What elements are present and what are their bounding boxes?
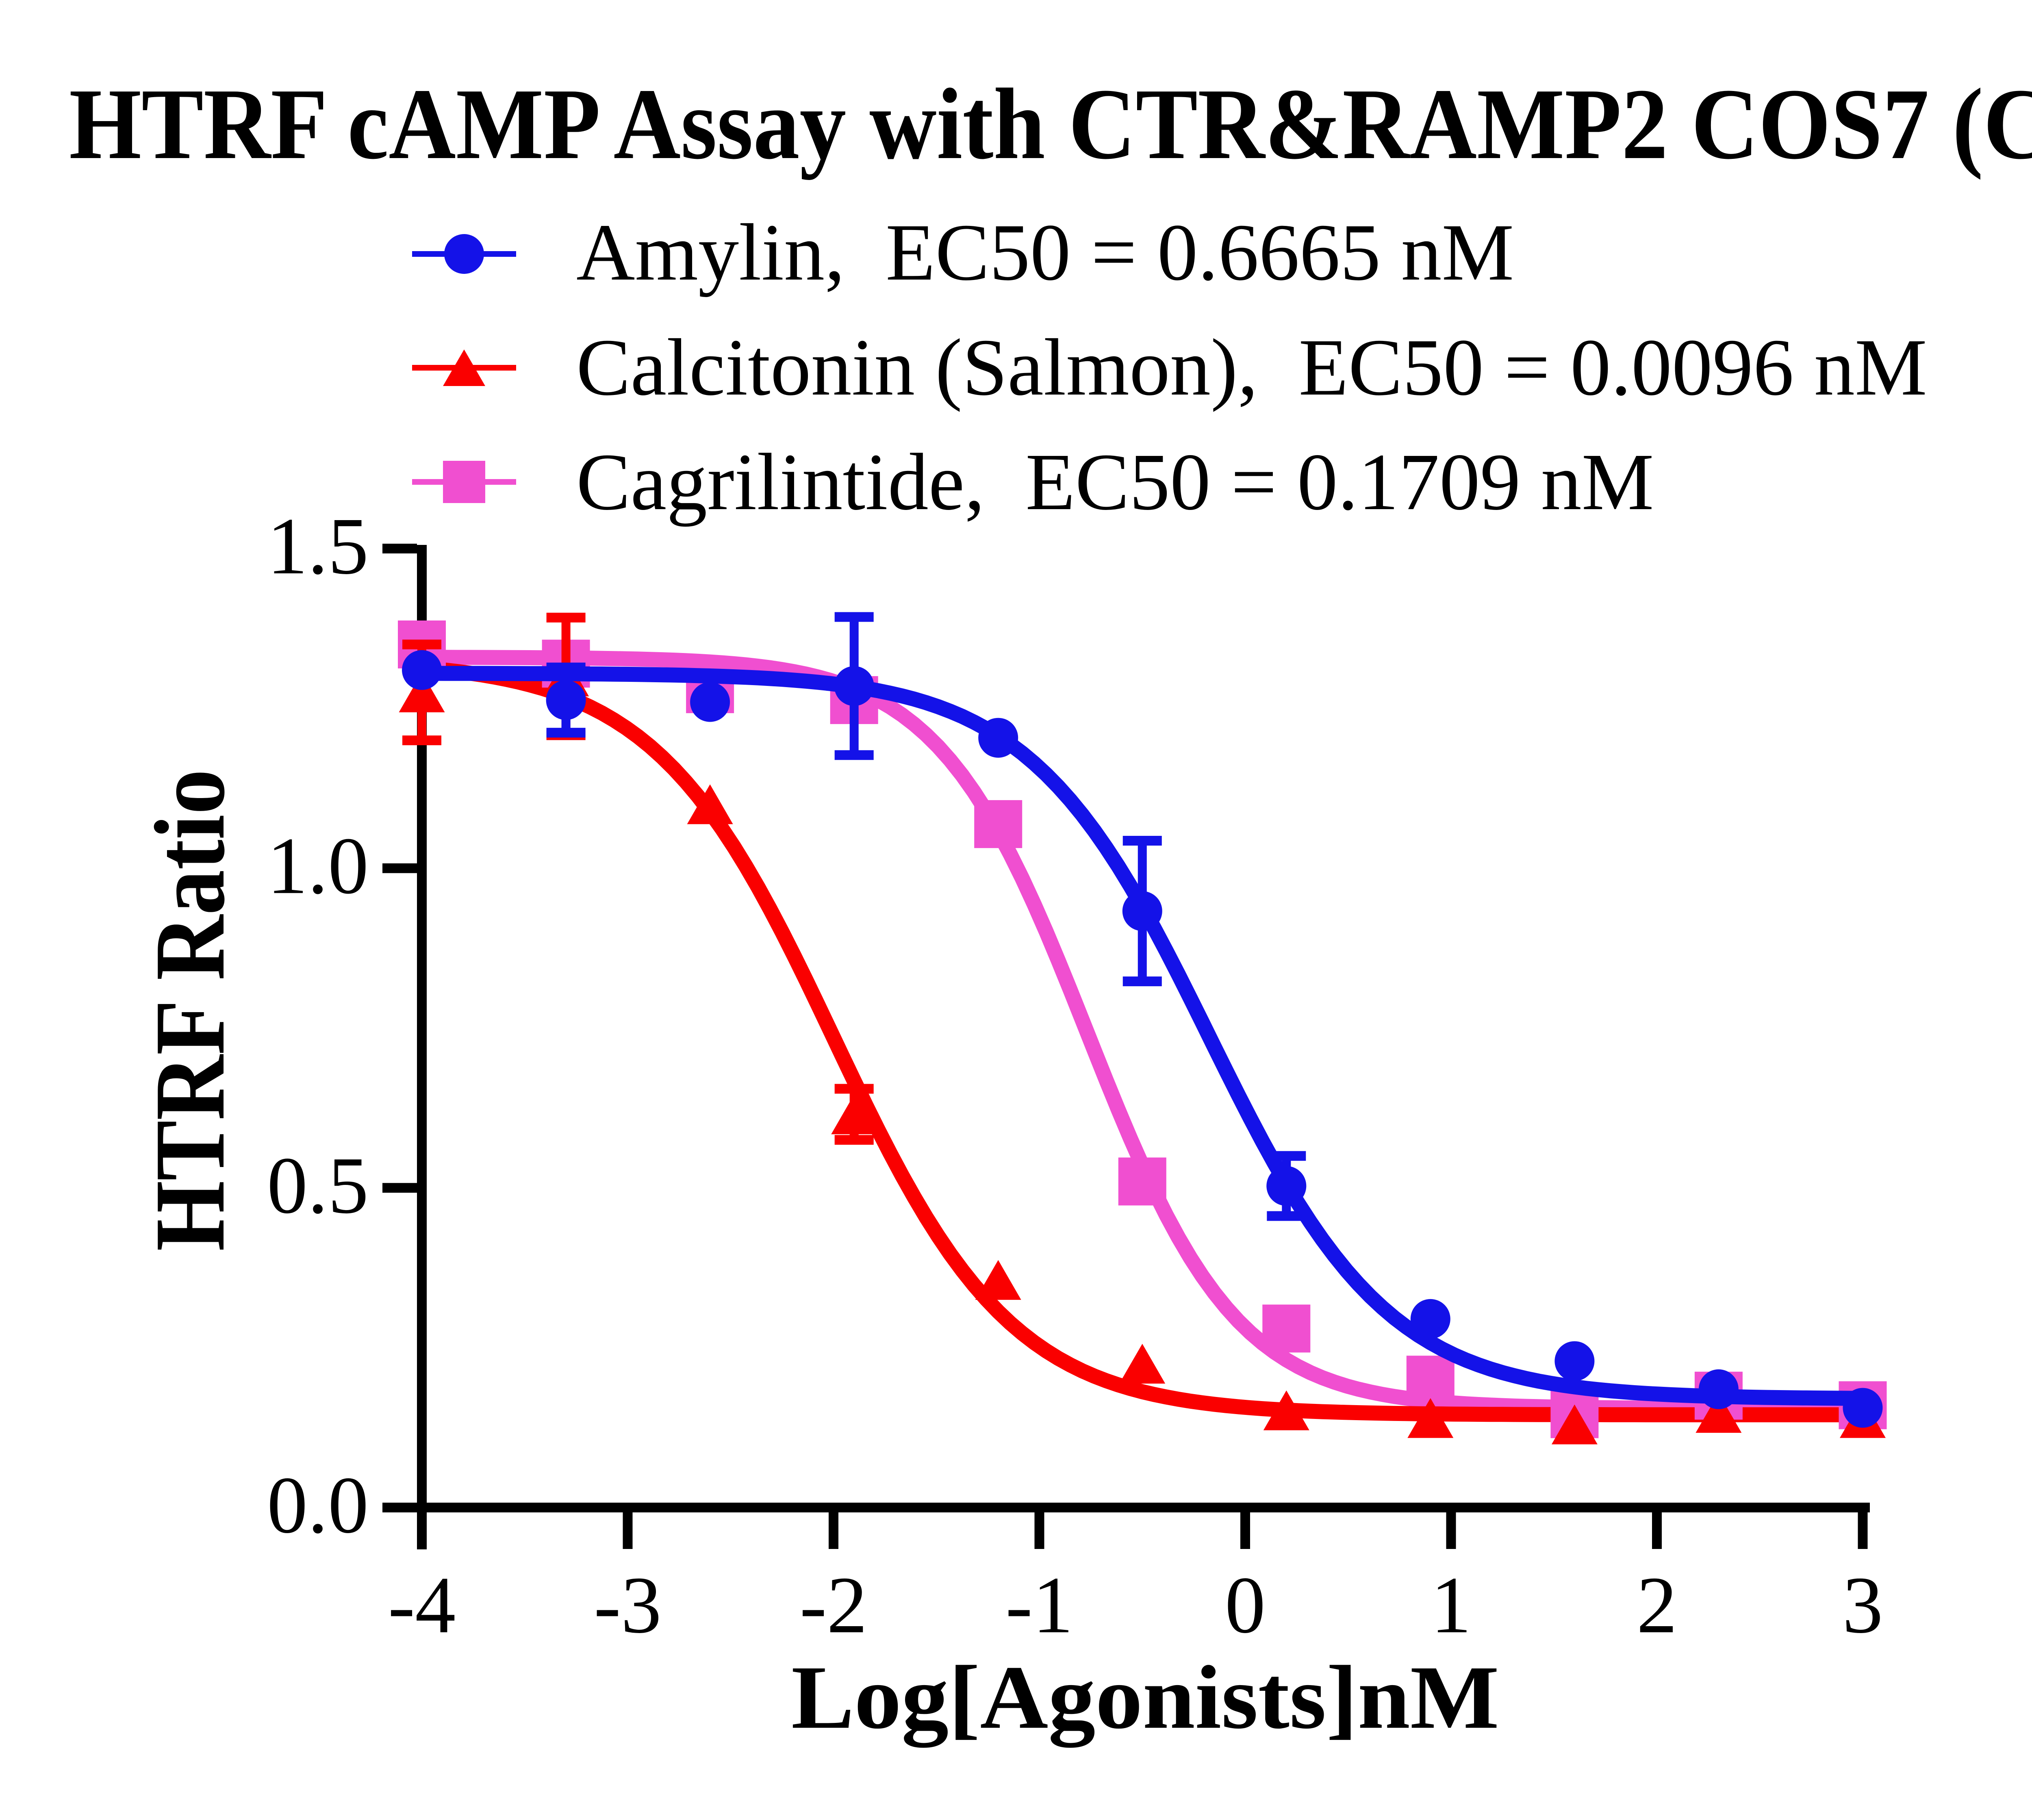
svg-text:1: 1 xyxy=(1431,1560,1472,1650)
svg-text:Log[Agonists]nM: Log[Agonists]nM xyxy=(791,1647,1499,1748)
svg-text:2: 2 xyxy=(1637,1560,1677,1650)
svg-text:0.0: 0.0 xyxy=(267,1460,369,1550)
svg-text:-1: -1 xyxy=(1005,1560,1073,1650)
svg-text:3: 3 xyxy=(1843,1560,1883,1650)
svg-text:1.5: 1.5 xyxy=(267,501,369,591)
svg-text:0: 0 xyxy=(1225,1560,1266,1650)
svg-text:-4: -4 xyxy=(388,1560,456,1650)
svg-text:Calcitonin (Salmon), EC50 = 0: Calcitonin (Salmon), EC50 = 0.0096 nM xyxy=(576,323,1927,412)
svg-text:-2: -2 xyxy=(800,1560,868,1650)
svg-text:Amylin, EC50 = 0.6665 nM: Amylin, EC50 = 0.6665 nM xyxy=(576,208,1514,297)
svg-text:Cagrilintide, EC50 = 0.1709 n: Cagrilintide, EC50 = 0.1709 nM xyxy=(576,437,1654,527)
svg-text:HTRF Ratio: HTRF Ratio xyxy=(135,769,245,1251)
svg-text:-3: -3 xyxy=(594,1560,662,1650)
svg-text:0.5: 0.5 xyxy=(267,1141,369,1230)
svg-text:1.0: 1.0 xyxy=(267,821,369,911)
svg-text:HTRF cAMP Assay with CTR&RAMP2: HTRF cAMP Assay with CTR&RAMP2 COS7 (C42… xyxy=(69,68,2032,180)
